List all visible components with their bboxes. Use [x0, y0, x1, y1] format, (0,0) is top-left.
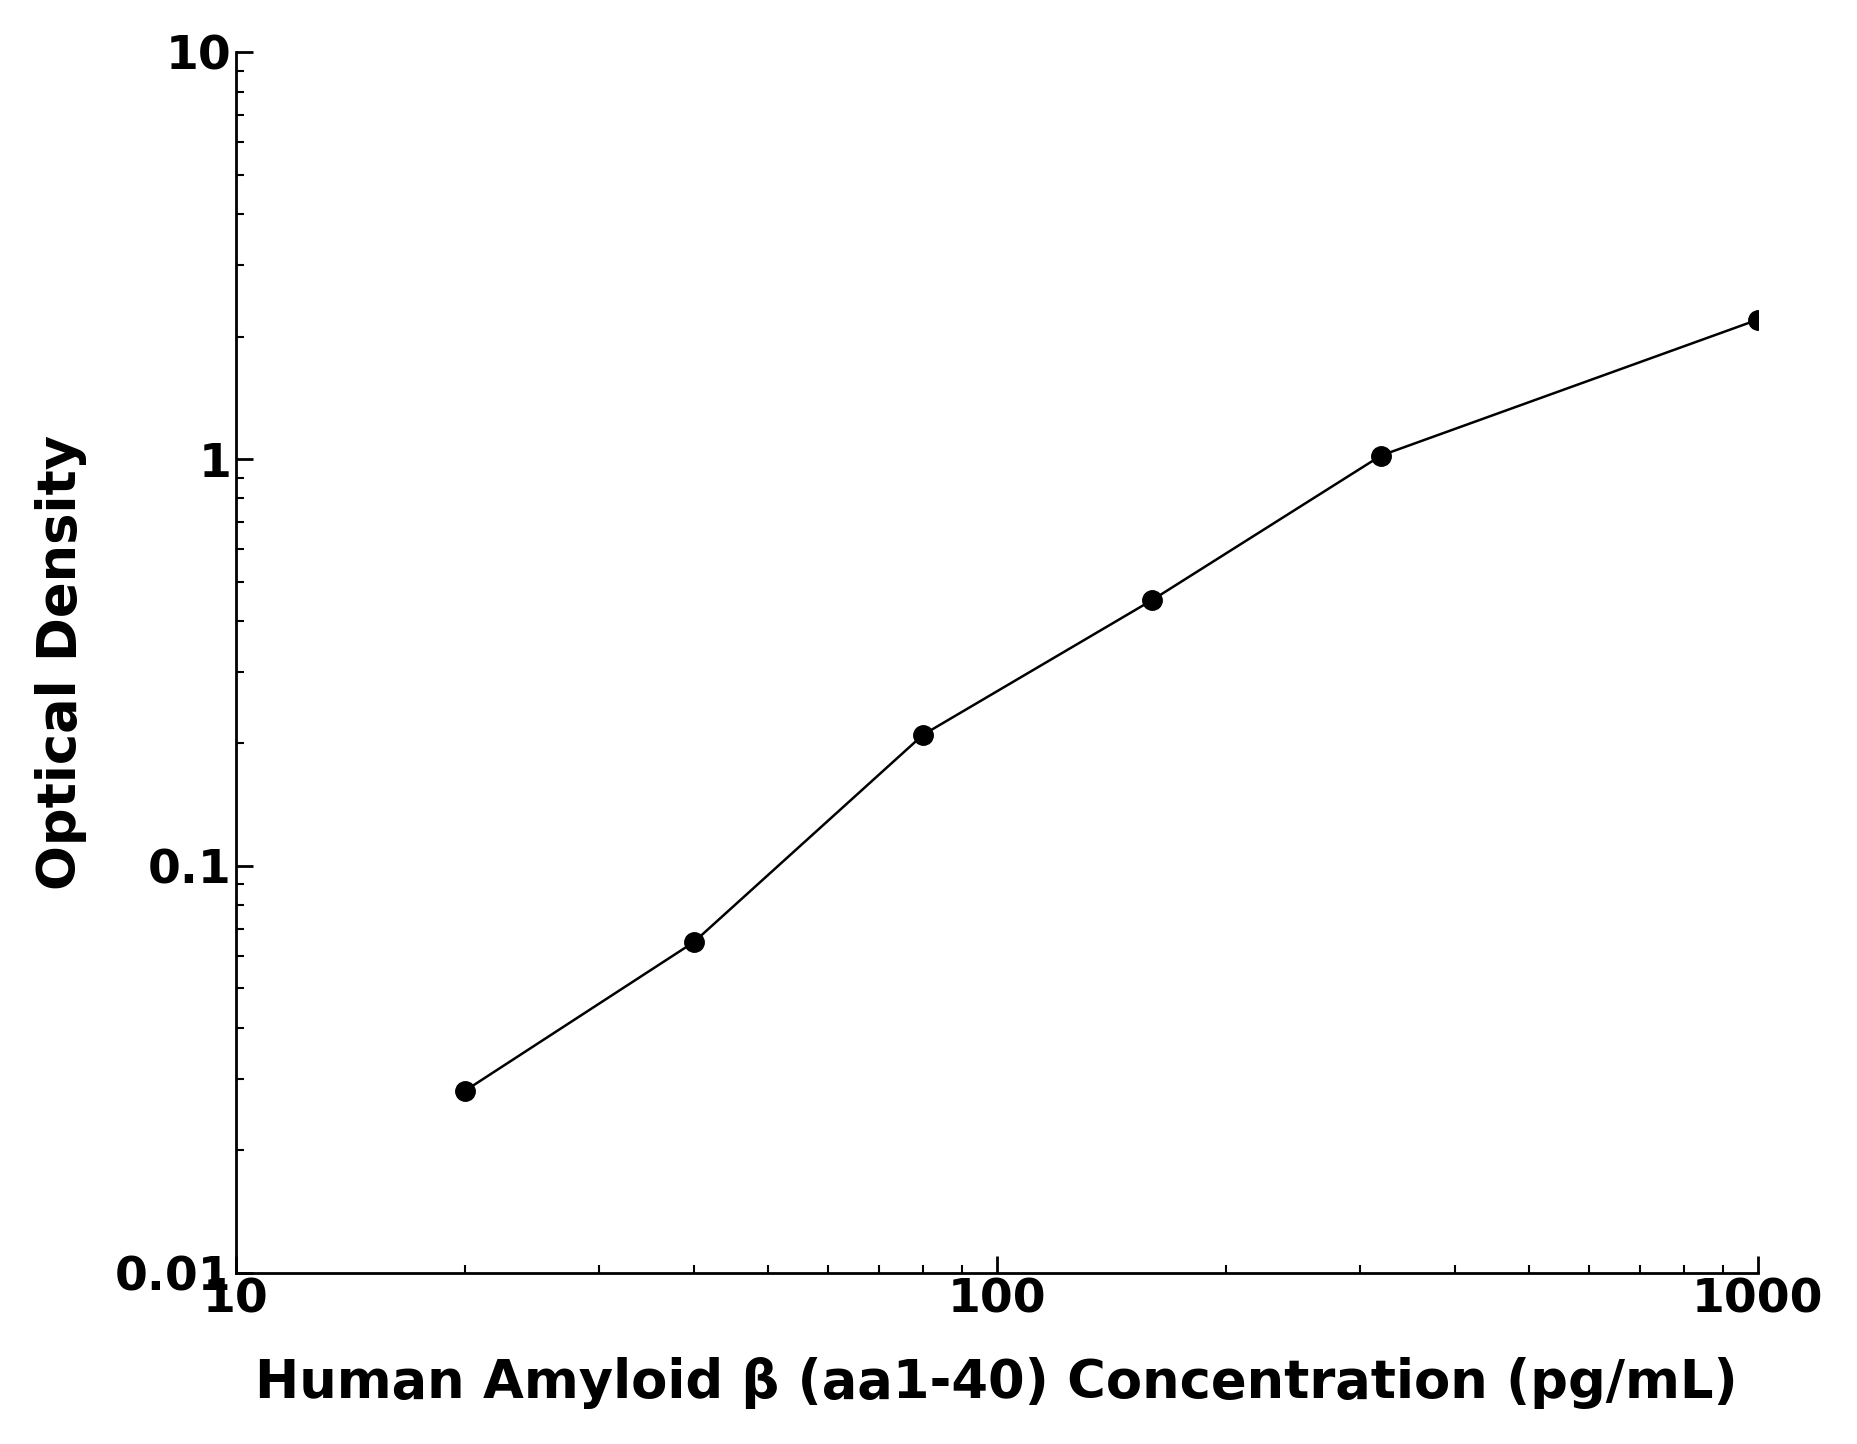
Y-axis label: Optical Density: Optical Density	[35, 435, 87, 890]
X-axis label: Human Amyloid β (aa1-40) Concentration (pg/mL): Human Amyloid β (aa1-40) Concentration (…	[254, 1357, 1736, 1409]
